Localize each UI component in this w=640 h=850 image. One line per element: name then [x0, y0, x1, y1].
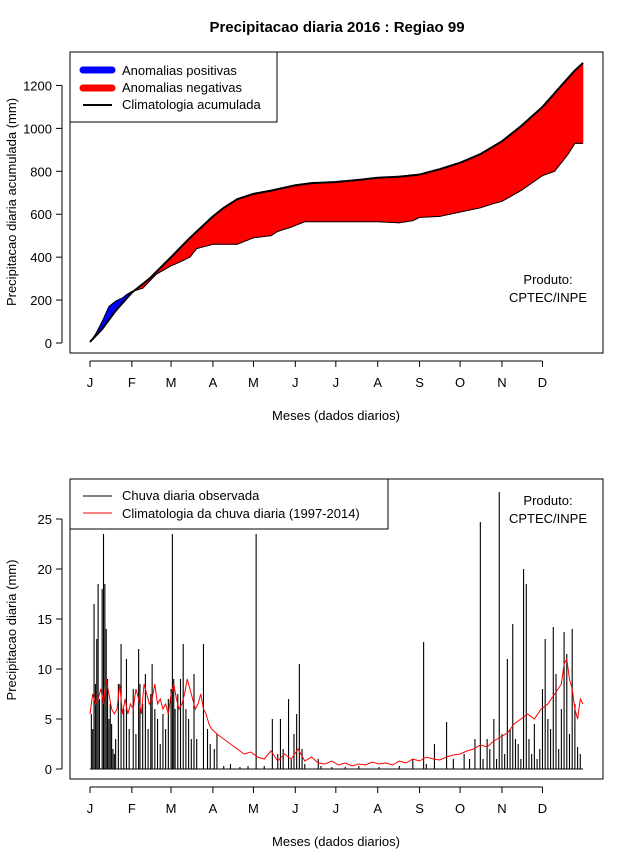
top-y-tick-label: 1200 — [23, 78, 52, 93]
anomaly-fill-day — [581, 62, 584, 144]
climatology-daily-line-group — [89, 657, 584, 767]
top-y-tick-label: 0 — [45, 336, 52, 351]
top-x-tick-label: M — [248, 375, 259, 390]
figure-title: Precipitacao diaria 2016 : Regiao 99 — [209, 19, 464, 36]
bottom-y-tick-label: 15 — [38, 612, 52, 627]
bottom-x-tick-label: J — [87, 801, 94, 816]
top-y-tick-label: 800 — [30, 164, 52, 179]
bottom-x-tick-label: J — [292, 801, 299, 816]
top-y-tick-label: 400 — [30, 250, 52, 265]
legend-label-positive: Anomalias positivas — [122, 63, 237, 78]
bottom-x-tick-label: M — [248, 801, 259, 816]
top-annotation-line2: CPTEC/INPE — [509, 290, 587, 305]
top-x-tick-label: M — [166, 375, 177, 390]
top-y-tick-label: 600 — [30, 207, 52, 222]
top-x-tick-label: A — [373, 375, 382, 390]
bottom-chart: 0 5 10 15 20 25 J F M A M J J A S O N D Precipitacao dia… — [4, 478, 604, 849]
bottom-y-tick-label: 20 — [38, 562, 52, 577]
legend-label-negative: Anomalias negativas — [122, 80, 242, 95]
legend-label-climatology-daily: Climatologia da chuva diaria (1997-2014) — [122, 506, 360, 521]
bottom-x-tick-label: A — [209, 801, 218, 816]
top-legend: Anomalias positivas Anomalias negativas … — [69, 51, 278, 123]
observed-cumulative-line — [89, 142, 583, 343]
bottom-annotation-line2: CPTEC/INPE — [509, 511, 587, 526]
bottom-annotation-line1: Produto: — [523, 493, 572, 508]
anomaly-fills — [89, 62, 584, 343]
top-y-axis-label: Precipitacao diaria acumulada (mm) — [4, 98, 19, 306]
legend-label-observed: Chuva diaria observada — [122, 488, 260, 503]
top-x-tick-label: D — [538, 375, 547, 390]
top-x-tick-label: S — [415, 375, 424, 390]
bottom-y-tick-label: 10 — [38, 662, 52, 677]
top-x-tick-label: F — [128, 375, 136, 390]
top-x-tick-label: J — [333, 375, 340, 390]
top-x-tick-label: O — [455, 375, 465, 390]
top-x-tick-label: J — [292, 375, 299, 390]
bottom-x-tick-label: A — [373, 801, 382, 816]
bottom-x-tick-label: S — [415, 801, 424, 816]
bottom-x-tick-label: N — [497, 801, 506, 816]
bottom-y-axis: 0 5 10 15 20 25 — [38, 512, 63, 777]
bottom-y-tick-label: 25 — [38, 512, 52, 527]
top-annotation-line1: Produto: — [523, 272, 572, 287]
observed-bars — [90, 492, 583, 770]
bottom-x-tick-label: F — [128, 801, 136, 816]
bottom-x-tick-label: O — [455, 801, 465, 816]
top-x-tick-label: A — [209, 375, 218, 390]
climatology-daily-line — [89, 657, 584, 767]
climatology-cumulative-line — [89, 62, 584, 343]
top-chart: 0 200 400 600 800 1000 1200 J F M A M J J A S O N D Preci… — [4, 51, 604, 423]
top-x-axis-label: Meses (dados diarios) — [272, 408, 400, 423]
bottom-x-tick-label: J — [333, 801, 340, 816]
top-y-axis: 0 200 400 600 800 1000 1200 — [23, 78, 63, 351]
top-plot-frame — [69, 51, 604, 354]
climatology-line-group — [89, 62, 584, 343]
bottom-y-axis-label: Precipitacao diaria (mm) — [4, 560, 19, 701]
top-x-tick-label: N — [497, 375, 506, 390]
top-y-tick-label: 1000 — [23, 121, 52, 136]
bottom-legend-box — [69, 478, 389, 530]
top-y-tick-label: 200 — [30, 293, 52, 308]
top-x-tick-label: J — [87, 375, 94, 390]
bottom-y-tick-label: 0 — [45, 762, 52, 777]
bottom-y-tick-label: 5 — [45, 712, 52, 727]
legend-label-climatology: Climatologia acumulada — [122, 97, 262, 112]
bottom-x-tick-label: M — [166, 801, 177, 816]
bottom-x-axis-label: Meses (dados diarios) — [272, 834, 400, 849]
bottom-legend: Chuva diaria observada Climatologia da c… — [69, 478, 389, 530]
bottom-x-tick-label: D — [538, 801, 547, 816]
